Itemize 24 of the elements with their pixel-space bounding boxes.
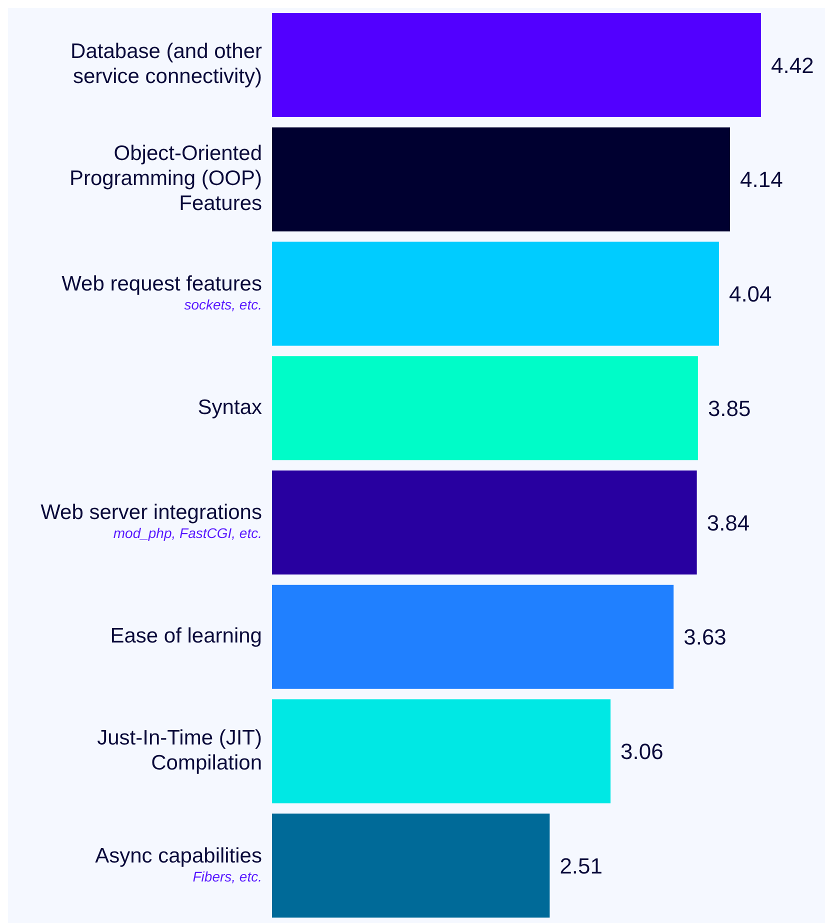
- bar: [272, 242, 719, 346]
- bar: [272, 814, 550, 918]
- bar: [272, 470, 697, 574]
- bar: [272, 584, 674, 689]
- bar: [272, 127, 730, 232]
- y-tick-label: Just-In-Time (JIT) Compilation: [97, 726, 262, 774]
- data-label: 4.04: [728, 282, 772, 307]
- y-tick-label: Object-Oriented Programming (OOP) Features: [69, 142, 262, 216]
- bar: [272, 699, 611, 804]
- data-label: 3.85: [708, 396, 751, 421]
- data-label: 4.14: [740, 167, 783, 192]
- y-tick-label: Syntax: [198, 396, 262, 419]
- bar: [272, 356, 698, 460]
- data-label: 3.63: [684, 624, 726, 650]
- y-tick-label: Ease of learning: [110, 624, 262, 648]
- y-tick-label: Async capabilities Fibers, etc.: [95, 844, 262, 884]
- bar: [272, 13, 761, 117]
- data-label: 3.06: [620, 739, 664, 764]
- data-label: 3.84: [706, 510, 750, 536]
- y-tick-label: Web request features sockets, etc.: [62, 272, 262, 312]
- data-label: 4.42: [771, 52, 814, 78]
- y-tick-label: Database (and other service connectivity): [70, 40, 262, 88]
- y-tick-label: Web server integrations mod_php, FastCGI, etc.: [40, 501, 262, 542]
- data-label: 2.51: [560, 853, 603, 878]
